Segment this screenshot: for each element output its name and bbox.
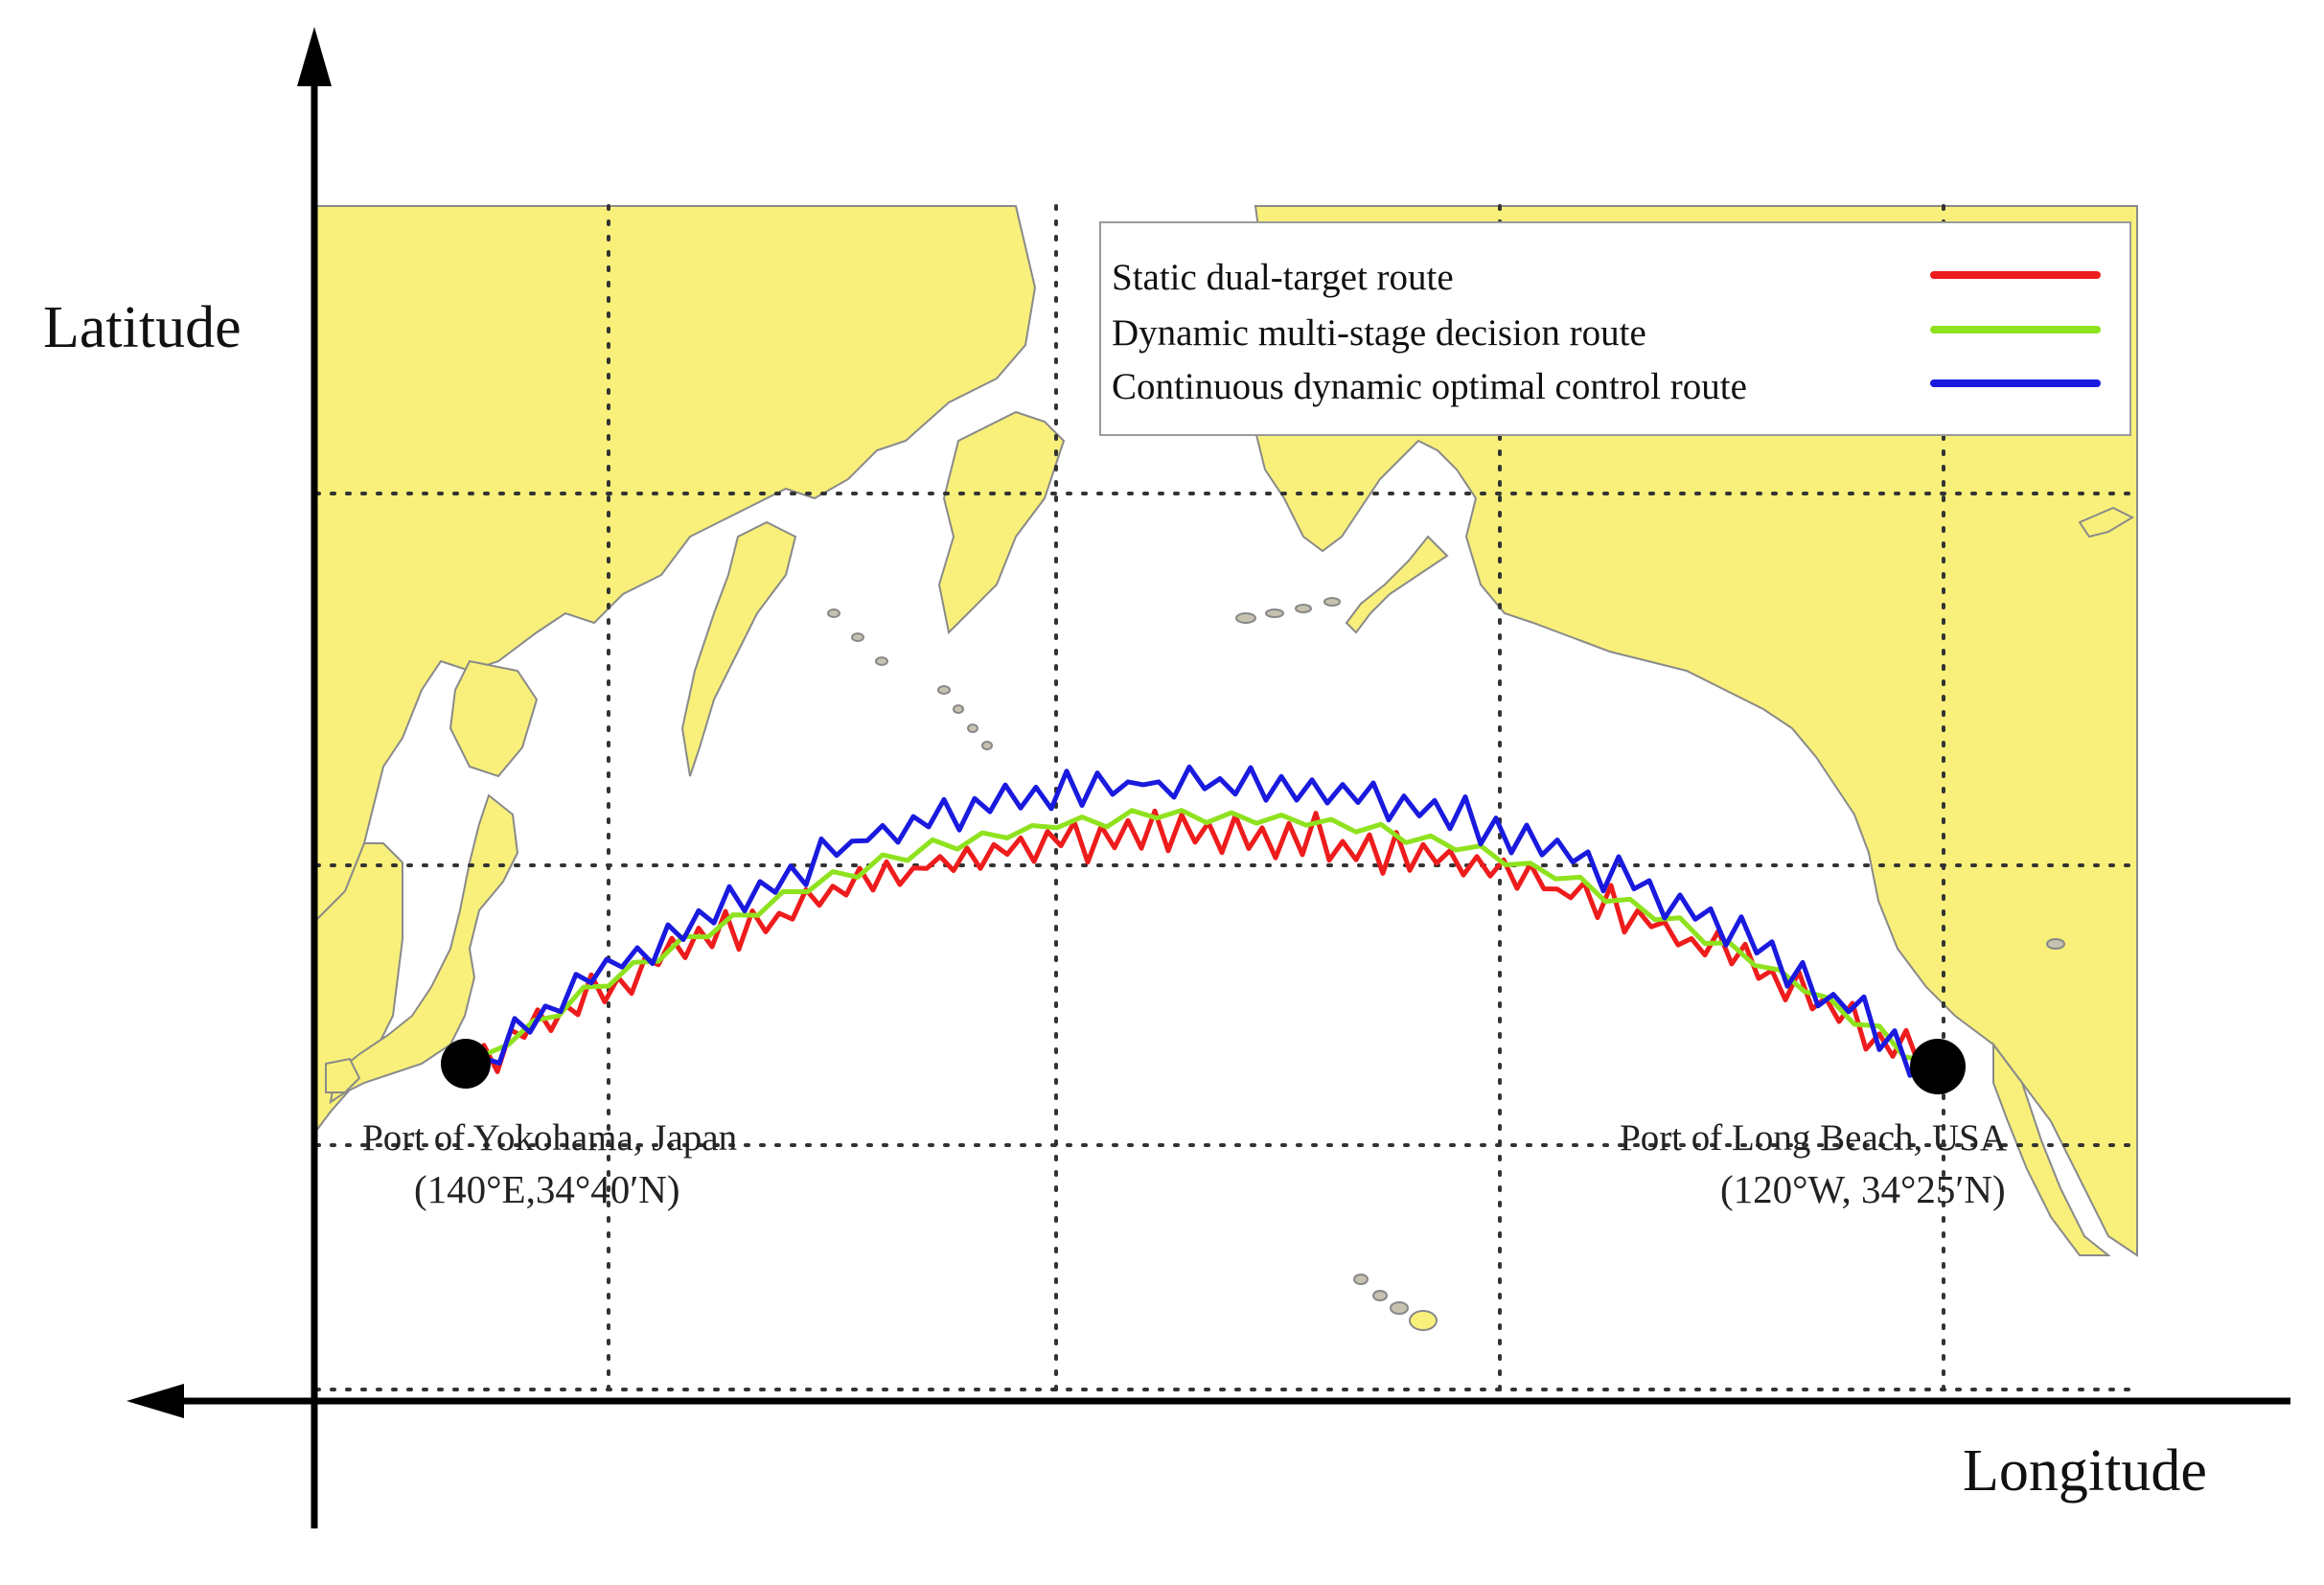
island-kuril-4 [937, 685, 951, 695]
island-aleutian-2 [1265, 609, 1284, 618]
land-island-top-right [2078, 506, 2135, 539]
legend-label-continuous: Continuous dynamic optimal control route [1112, 366, 1747, 407]
land-japan [329, 793, 519, 1105]
island-aleutian-1 [1235, 612, 1256, 624]
island-hawaii-1 [1353, 1274, 1369, 1285]
land-kamchatka [937, 410, 1066, 635]
island-kuril-1 [827, 609, 840, 618]
land-alaska-peninsula [1345, 535, 1449, 634]
port-destination-coords: (120°W, 34°25′N) [1720, 1167, 2006, 1211]
small-islands [827, 597, 2065, 1331]
island-hawaii-3 [1390, 1301, 1409, 1315]
axes [127, 27, 2290, 1528]
island-aleutian-4 [1323, 597, 1341, 607]
land-baja [1992, 1042, 2111, 1256]
land-hokkaido [449, 659, 539, 778]
land-north-america [1254, 205, 2138, 1257]
port-marker-yokohama [441, 1039, 491, 1089]
island-kuril-7 [981, 741, 993, 750]
island-kuril-2 [851, 632, 864, 642]
route-static-dual-target [481, 808, 1920, 1074]
island-aleutian-3 [1295, 604, 1312, 613]
legend-label-dynamic: Dynamic multi-stage decision route [1112, 312, 1646, 354]
route-continuous-optimal-control [481, 764, 1920, 1078]
route-dynamic-multi-stage [481, 808, 1920, 1062]
land-kyushu [325, 1057, 361, 1093]
x-axis-title: Longitude [1963, 1438, 2207, 1504]
port-marker-long-beach [1910, 1039, 1966, 1094]
island-pacific-1 [2046, 938, 2065, 950]
map-grid [314, 204, 2139, 1391]
island-hawaii-2 [1372, 1290, 1388, 1301]
land-sakhalin [680, 520, 797, 777]
island-kuril-3 [875, 656, 888, 666]
land-asia-north [315, 205, 1037, 922]
land-asia-coast [315, 842, 403, 1134]
legend-label-static: Static dual-target route [1112, 257, 1454, 298]
legend: Static dual-target route Dynamic multi-s… [1099, 221, 2131, 436]
port-origin-name: Port of Yokohama, Japan [362, 1117, 737, 1159]
routes [481, 764, 1920, 1078]
land-masses [315, 205, 2138, 1257]
x-axis-arrowhead [127, 1384, 184, 1418]
y-axis-title: Latitude [43, 295, 242, 360]
port-origin-coords: (140°E,34°40′N) [414, 1167, 679, 1211]
island-kuril-6 [967, 724, 978, 733]
island-hawaii-4 [1409, 1310, 1438, 1331]
island-kuril-5 [953, 704, 964, 714]
y-axis-arrowhead [297, 27, 332, 86]
port-destination-name: Port of Long Beach, USA [1620, 1117, 2007, 1159]
